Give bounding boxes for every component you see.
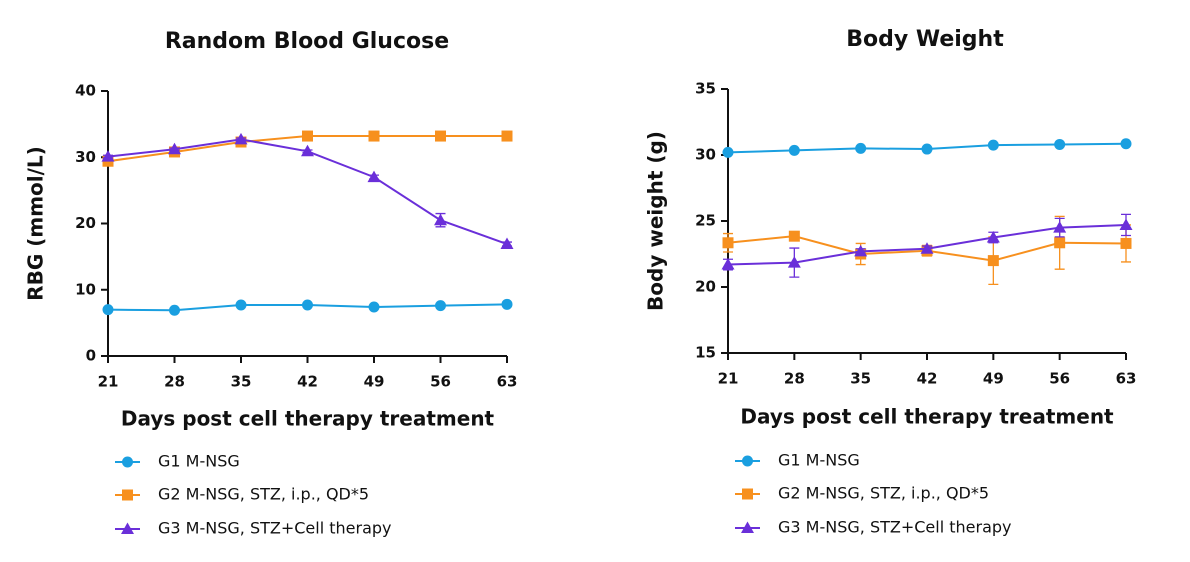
x-tick-label: 49 [983,370,1004,388]
marker [367,170,381,183]
chart-title: Body Weight [846,27,1004,52]
y-tick-label: 35 [695,80,716,98]
marker [101,150,115,162]
y-tick-label: 20 [695,278,716,296]
marker [435,300,446,312]
marker [855,142,867,154]
marker [169,304,180,316]
marker [1054,237,1066,249]
y-tick-label: 40 [75,82,96,100]
x-tick-label: 56 [430,373,451,391]
marker [168,142,181,155]
x-tick-label: 42 [297,373,318,391]
marker [122,489,133,501]
x-tick-label: 28 [784,370,805,388]
marker [102,304,114,316]
x-tick-label: 35 [850,370,871,388]
marker [722,237,734,249]
y-tick-label: 30 [75,148,96,166]
marker [302,130,313,142]
marker [854,244,868,257]
y-tick-label: 15 [695,344,716,362]
marker [1119,218,1133,230]
x-tick-label: 28 [164,373,185,391]
marker [234,132,248,145]
x-tick-label: 21 [98,373,119,391]
marker [434,213,447,226]
y-tick-label: 0 [86,347,96,365]
marker [741,521,754,533]
marker [301,144,314,157]
marker [721,258,735,270]
x-tick-label: 63 [497,373,518,391]
x-tick-label: 42 [917,370,938,388]
marker [987,255,999,267]
x-tick-label: 21 [718,370,739,388]
marker [302,299,313,311]
chart-title: Random Blood Glucose [165,29,449,54]
marker [788,144,800,156]
marker [500,237,514,250]
marker [742,488,753,500]
marker [1053,221,1067,233]
marker [921,143,933,155]
marker [1120,237,1132,249]
y-axis-label: Body weight (g) [644,131,668,311]
marker [722,146,734,158]
legend-label: G1 M-NSG [158,452,240,471]
marker [1120,138,1132,150]
marker [235,299,247,311]
x-axis-label: Days post cell therapy treatment [121,407,495,431]
marker [121,522,134,534]
x-tick-label: 63 [1116,370,1137,388]
legend-label: G2 M-NSG, STZ, i.p., QD*5 [778,484,989,503]
y-axis-label: RBG (mmol/L) [24,146,48,301]
legend-label: G1 M-NSG [778,451,860,470]
x-tick-label: 49 [364,373,385,391]
marker [742,455,753,467]
marker [788,230,800,242]
marker [368,130,380,142]
marker [787,256,801,268]
marker [501,130,513,142]
marker [435,130,446,142]
x-tick-label: 35 [231,373,252,391]
marker [986,231,1000,243]
legend-label: G3 M-NSG, STZ+Cell therapy [778,518,1012,537]
y-tick-label: 25 [695,212,716,230]
legend-label: G3 M-NSG, STZ+Cell therapy [158,519,392,538]
y-tick-label: 10 [75,280,96,298]
marker [1054,138,1066,150]
marker [122,456,133,468]
chart: Body Weight Days post cell therapy treatm… [644,27,1137,537]
y-tick-label: 20 [75,214,96,232]
marker [368,301,380,313]
marker [920,242,934,254]
marker [987,139,999,151]
x-axis-label: Days post cell therapy treatment [740,405,1114,429]
marker [501,298,513,310]
y-tick-label: 30 [695,146,716,164]
x-tick-label: 56 [1049,370,1070,388]
legend-label: G2 M-NSG, STZ, i.p., QD*5 [158,485,369,504]
chart: Random Blood Glucose Days post cell thera… [24,29,518,538]
